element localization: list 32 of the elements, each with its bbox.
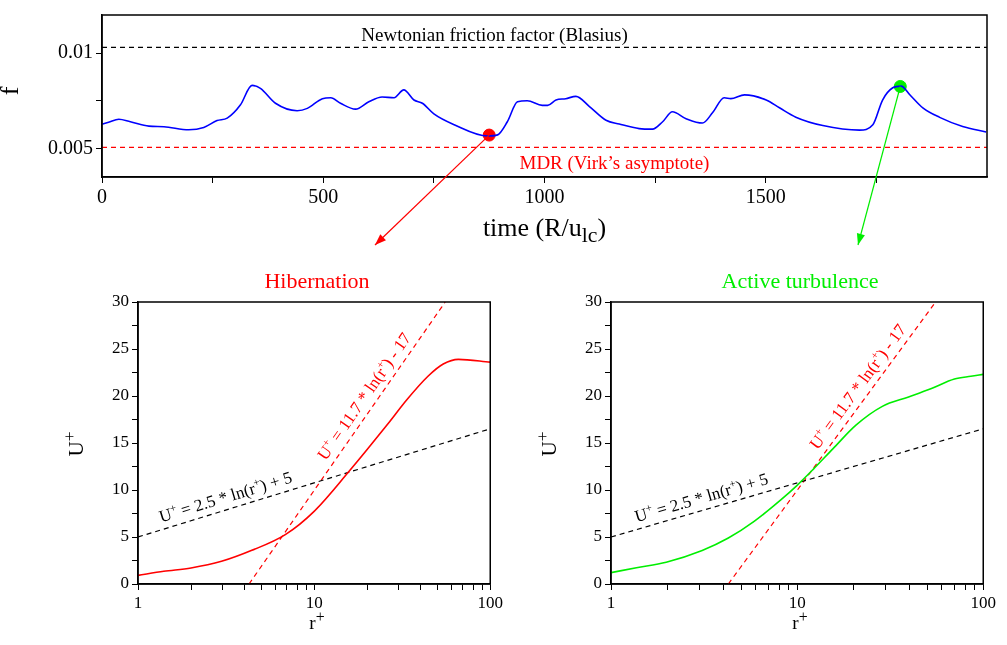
y-tick-label: 0 [593,573,602,593]
y-tick-label: 0.01 [58,40,93,63]
y-tick-label: 5 [120,526,129,546]
ref-line-label: MDR (Virk’s asymptote) [519,152,710,175]
x-axis-title: time (R/u$_{lc}$) [481,213,608,249]
y-tick-label: 20 [585,385,602,405]
y-tick-label: 25 [112,338,129,358]
y-axis-title: f [0,85,25,97]
x-tick-label: 1500 [745,185,786,208]
y-tick-label: 30 [585,291,602,311]
y-tick-label: 15 [112,432,129,452]
y-tick-label: 10 [585,479,602,499]
x-tick-label: 100 [970,592,996,612]
y-tick-label: 25 [585,338,602,358]
x-tick-label: 0 [97,185,107,208]
x-tick-label: 1 [133,592,143,612]
y-tick-label: 10 [112,479,129,499]
x-tick-label: 500 [308,185,339,208]
annotation: U+ = 2.5 * ln(r+) + 5 [156,467,295,527]
ref-line-label: Newtonian friction factor (Blasius) [361,24,628,47]
y-tick-label: 5 [593,526,602,546]
y-tick-label: 30 [112,291,129,311]
chart-title: Active turbulence [720,268,880,294]
annotation: U+ = 2.5 * ln(r+) + 5 [632,469,771,526]
y-tick-label: 15 [585,432,602,452]
chart-title: Hibernation [263,268,371,294]
x-tick-label: 1000 [524,185,565,208]
x-tick-label: 1 [606,592,616,612]
y-tick-label: 0.005 [48,135,93,158]
y-tick-label: 0 [120,573,129,593]
y-tick-label: 20 [112,385,129,405]
x-tick-label: 100 [477,592,503,612]
